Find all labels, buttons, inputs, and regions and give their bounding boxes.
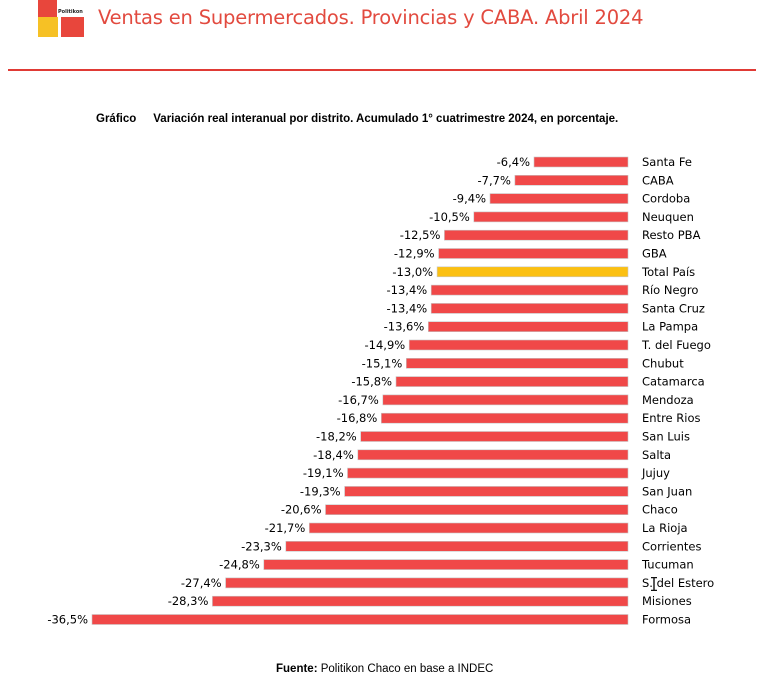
bar-s-del-estero xyxy=(225,577,629,589)
bar-cordoba xyxy=(489,193,629,204)
source-label: Fuente: xyxy=(276,663,318,675)
bar-san-luis xyxy=(360,431,629,442)
category-label: Tucuman xyxy=(641,558,694,572)
value-label: -18,4% xyxy=(313,448,354,462)
bar-la-rioja xyxy=(308,522,629,534)
bar-santa-fe xyxy=(533,156,629,168)
logo-red-square-2 xyxy=(61,17,84,37)
bar-salta xyxy=(357,449,629,461)
category-label: Entre Rios xyxy=(642,411,700,425)
logo-text: Politikon xyxy=(58,9,83,15)
header-divider xyxy=(8,69,756,71)
category-label: San Luis xyxy=(642,430,690,444)
logo-red-square xyxy=(38,0,57,17)
value-label: -20,6% xyxy=(281,503,322,517)
category-label: Jujuy xyxy=(641,466,670,480)
value-label: -13,6% xyxy=(384,320,425,334)
page-title: Ventas en Supermercados. Provincias y CA… xyxy=(98,6,644,29)
value-label: -28,3% xyxy=(168,594,209,608)
value-label: -36,5% xyxy=(47,613,88,627)
category-label: S. del Estero xyxy=(642,576,714,590)
bar-formosa xyxy=(91,614,629,625)
category-label: Cordoba xyxy=(642,192,690,206)
text-cursor-icon xyxy=(651,577,657,591)
bar-gba xyxy=(438,248,629,259)
value-label: -16,8% xyxy=(337,411,378,425)
value-label: -18,2% xyxy=(316,430,357,444)
value-label: -10,5% xyxy=(429,210,470,224)
value-label: -24,8% xyxy=(219,558,260,572)
bar-caba xyxy=(514,175,629,186)
chart-label: Gráfico xyxy=(96,113,137,125)
value-label: -12,9% xyxy=(394,247,435,261)
category-label: San Juan xyxy=(642,484,692,498)
bar-chart: -6,4% Santa Fe -7,7% CABA -9,4% Cordoba -10,5%… xyxy=(47,155,714,627)
bar-la-pampa xyxy=(427,321,629,333)
category-label: CABA xyxy=(642,173,674,187)
category-label: Chaco xyxy=(642,503,678,517)
category-label: La Rioja xyxy=(642,521,688,535)
category-label: La Pampa xyxy=(642,320,698,334)
category-label: Chubut xyxy=(642,356,684,370)
category-label: Santa Cruz xyxy=(642,301,705,315)
category-label: T. del Fuego xyxy=(641,338,711,352)
bar-entre-rios xyxy=(380,412,629,424)
category-label: Mendoza xyxy=(642,393,694,407)
bar-misiones xyxy=(212,595,629,607)
category-label: Total País xyxy=(641,265,695,279)
bar-santa-cruz xyxy=(430,303,629,314)
category-label: Resto PBA xyxy=(642,228,701,242)
bar-chaco xyxy=(325,504,629,516)
bar-total-pa-s xyxy=(436,266,629,278)
category-label: Salta xyxy=(642,448,671,462)
bar-san-juan xyxy=(344,486,629,497)
value-label: -13,4% xyxy=(387,301,428,315)
category-label: Santa Fe xyxy=(642,155,692,169)
bar-tucuman xyxy=(263,559,629,570)
value-label: -6,4% xyxy=(497,155,530,169)
bar-resto-pba xyxy=(444,229,629,241)
category-label: Corrientes xyxy=(642,539,701,553)
bar-chubut xyxy=(405,357,629,369)
logo-yellow-square xyxy=(38,17,58,37)
value-label: -27,4% xyxy=(181,576,222,590)
category-label: GBA xyxy=(642,247,667,261)
value-label: -12,5% xyxy=(400,228,441,242)
politikon-logo: Politikon xyxy=(38,0,84,37)
bar-jujuy xyxy=(347,467,629,479)
bar-t-del-fuego xyxy=(408,339,629,351)
value-label: -13,0% xyxy=(392,265,433,279)
value-label: -7,7% xyxy=(478,173,511,187)
value-label: -13,4% xyxy=(387,283,428,297)
category-label: Catamarca xyxy=(642,375,705,389)
bar-mendoza xyxy=(382,394,629,406)
bar-neuquen xyxy=(473,211,629,223)
bar-corrientes xyxy=(285,540,629,552)
value-label: -21,7% xyxy=(265,521,306,535)
value-label: -16,7% xyxy=(338,393,379,407)
value-label: -19,3% xyxy=(300,484,341,498)
source-note: Fuente: Politikon Chaco en base a INDEC xyxy=(276,663,493,675)
category-label: Misiones xyxy=(642,594,692,608)
source-text: Politikon Chaco en base a INDEC xyxy=(320,663,494,675)
chart-title: Variación real interanual por distrito. … xyxy=(153,113,619,125)
value-label: -23,3% xyxy=(241,539,282,553)
value-label: -19,1% xyxy=(303,466,344,480)
value-label: -14,9% xyxy=(365,338,406,352)
value-label: -9,4% xyxy=(453,192,486,206)
bar-catamarca xyxy=(395,376,629,387)
category-label: Río Negro xyxy=(642,283,698,297)
category-label: Formosa xyxy=(642,613,691,627)
value-label: -15,1% xyxy=(362,356,403,370)
bar-r-o-negro xyxy=(430,284,629,296)
category-label: Neuquen xyxy=(642,210,694,224)
chart-subtitle: Gráfico Variación real interanual por dis… xyxy=(96,113,618,125)
value-label: -15,8% xyxy=(351,375,392,389)
